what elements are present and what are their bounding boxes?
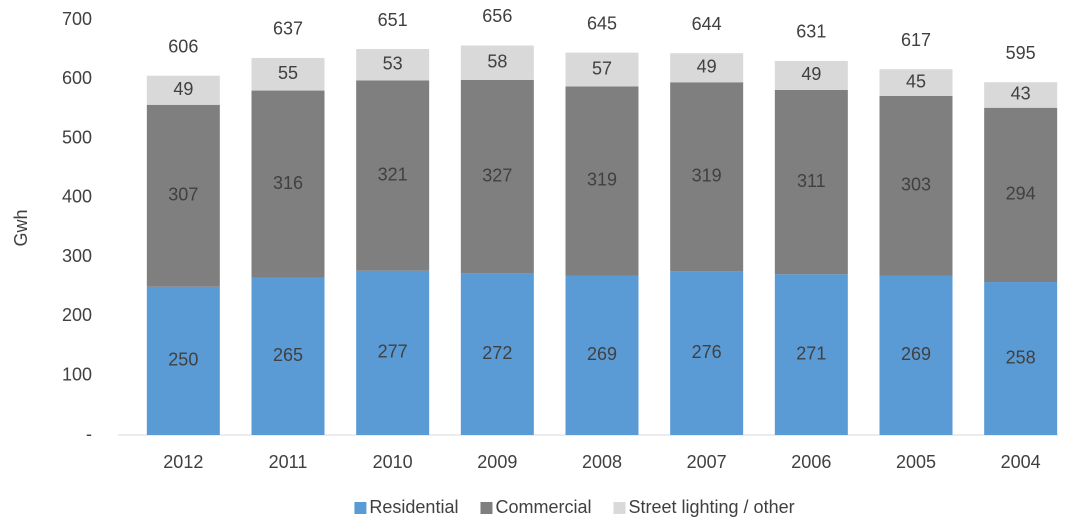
data-label: 55	[278, 63, 298, 83]
y-tick-label: 600	[62, 68, 92, 88]
y-tick-label: 300	[62, 246, 92, 266]
total-label: 656	[482, 6, 512, 26]
bar-segment	[565, 275, 639, 435]
legend-label: Commercial	[495, 497, 591, 517]
bar-segment	[670, 271, 744, 435]
legend-swatch	[613, 502, 626, 514]
bar-segment	[774, 60, 848, 90]
data-label: 57	[592, 58, 612, 78]
bar-segment	[984, 107, 1058, 283]
bar-segment	[251, 57, 325, 91]
data-label: 327	[482, 166, 512, 186]
x-tick-label: 2011	[269, 452, 308, 472]
bar-segment	[251, 277, 325, 435]
data-label: 311	[797, 171, 826, 191]
total-label: 645	[587, 13, 617, 33]
y-tick-label: 100	[62, 364, 92, 384]
bar-segment	[565, 86, 639, 276]
bar-segment	[879, 275, 953, 435]
data-label: 276	[692, 342, 722, 362]
data-label: 49	[801, 64, 821, 84]
data-label: 49	[173, 79, 193, 99]
bar-segment	[774, 274, 848, 435]
x-tick-label: 2009	[477, 452, 517, 472]
data-label: 272	[482, 343, 512, 363]
data-label: 316	[273, 173, 303, 193]
data-label: 319	[692, 166, 722, 186]
bar-segment	[879, 69, 953, 96]
total-label: 606	[168, 36, 198, 56]
bar-segment	[670, 82, 744, 272]
x-tick-label: 2007	[687, 452, 727, 472]
x-tick-label: 2010	[373, 452, 413, 472]
y-tick-label: 700	[62, 9, 92, 29]
data-label: 265	[273, 345, 303, 365]
legend-swatch	[480, 502, 493, 514]
x-tick-label: 2012	[163, 452, 203, 472]
bar-segment	[460, 45, 534, 80]
total-label: 644	[692, 14, 722, 34]
y-axis-label: Gwh	[11, 209, 31, 246]
total-label: 651	[378, 10, 408, 30]
data-label: 43	[1011, 84, 1031, 104]
bar-segment	[565, 52, 639, 87]
y-tick-label: 200	[62, 305, 92, 325]
bar-segment	[146, 75, 220, 105]
bar-segment	[984, 82, 1058, 108]
bar-segment	[251, 90, 325, 278]
total-label: 595	[1006, 43, 1036, 63]
bar-segment	[146, 286, 220, 435]
data-label: 45	[906, 71, 926, 91]
bar-segment	[356, 270, 430, 435]
legend-swatch	[354, 502, 367, 514]
legend-label: Street lighting / other	[628, 497, 794, 517]
bar-segment	[460, 79, 534, 274]
data-label: 321	[378, 164, 408, 184]
data-label: 58	[487, 51, 507, 71]
data-label: 294	[1006, 184, 1036, 204]
y-tick-label: 400	[62, 187, 92, 207]
data-label: 269	[587, 344, 617, 364]
data-label: 53	[383, 54, 403, 74]
bar-segment	[879, 95, 953, 276]
x-tick-label: 2005	[896, 452, 936, 472]
bar-segment	[670, 53, 744, 83]
x-tick-label: 2004	[1001, 452, 1041, 472]
legend: Residential Commercial Street lighting / o…	[354, 497, 795, 517]
total-label: 631	[796, 22, 826, 42]
data-label: 307	[168, 185, 198, 205]
bar-segment	[774, 89, 848, 275]
x-tick-label: 2008	[582, 452, 622, 472]
total-label: 637	[273, 19, 303, 39]
y-tick-label: -	[86, 424, 92, 444]
data-label: 49	[697, 56, 717, 76]
x-tick-label: 2006	[791, 452, 831, 472]
y-tick-label: 500	[62, 127, 92, 147]
data-label: 258	[1006, 347, 1036, 367]
data-label: 269	[901, 344, 931, 364]
bar-segment	[356, 49, 430, 81]
data-label: 271	[796, 343, 826, 363]
legend-label: Residential	[369, 497, 458, 517]
data-label: 277	[378, 342, 408, 362]
data-label: 303	[901, 174, 931, 194]
data-label: 319	[587, 170, 617, 190]
bar-segment	[356, 80, 430, 271]
total-label: 617	[901, 30, 931, 50]
data-label: 250	[168, 350, 198, 370]
bar-segment	[460, 273, 534, 435]
bar-segment	[984, 282, 1058, 435]
bar-segment	[146, 104, 220, 287]
